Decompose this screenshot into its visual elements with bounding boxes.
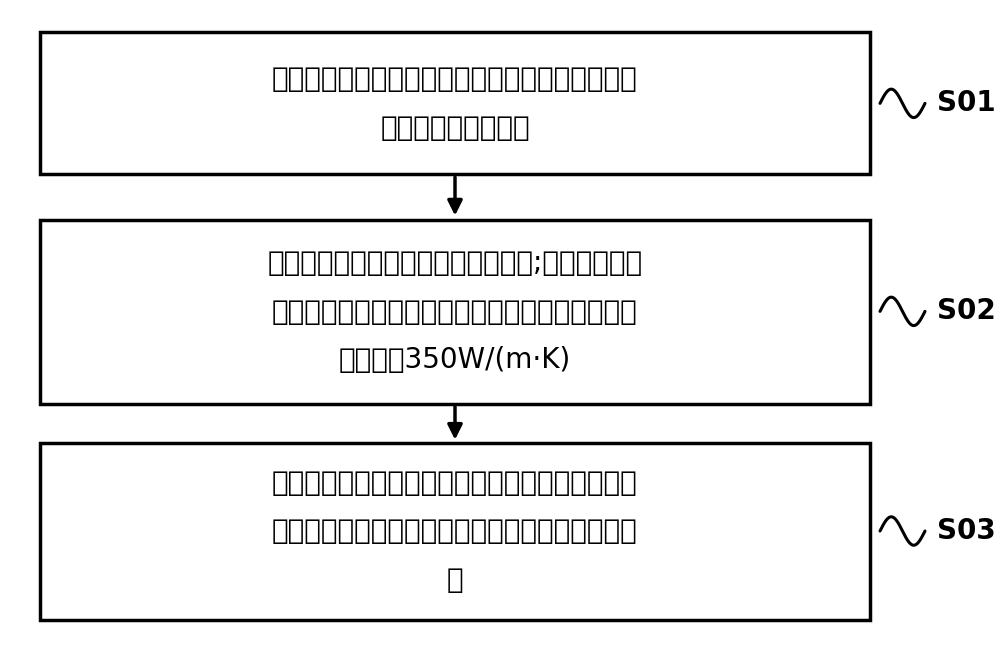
- Bar: [40, 220, 870, 404]
- Text: 导率大于350W/(m·K): 导率大于350W/(m·K): [339, 346, 571, 374]
- Text: S03: S03: [937, 517, 996, 545]
- Text: S01: S01: [937, 89, 996, 118]
- Text: 和第二布拉格反射镜: 和第二布拉格反射镜: [380, 114, 530, 141]
- Text: 面: 面: [447, 566, 463, 594]
- Text: 面，出光面为第一布拉格反射镜的背离有源层的一: 面，出光面为第一布拉格反射镜的背离有源层的一: [272, 517, 638, 545]
- Bar: [40, 443, 870, 620]
- Text: 在第二布拉格反射镜上键合第二衬底;其中，第二衬: 在第二布拉格反射镜上键合第二衬底;其中，第二衬: [267, 249, 643, 277]
- Text: 去除第一衬底，以暴露出第一布拉格反射镜的出光: 去除第一衬底，以暴露出第一布拉格反射镜的出光: [272, 469, 638, 497]
- Text: 底的热导率大于第一衬底的热导率，第二衬底的热: 底的热导率大于第一衬底的热导率，第二衬底的热: [272, 298, 638, 326]
- Text: 在第一衬底上依次生长第一布拉格反射镜、有源层: 在第一衬底上依次生长第一布拉格反射镜、有源层: [272, 65, 638, 93]
- Text: S02: S02: [937, 297, 996, 326]
- Bar: [40, 32, 870, 174]
